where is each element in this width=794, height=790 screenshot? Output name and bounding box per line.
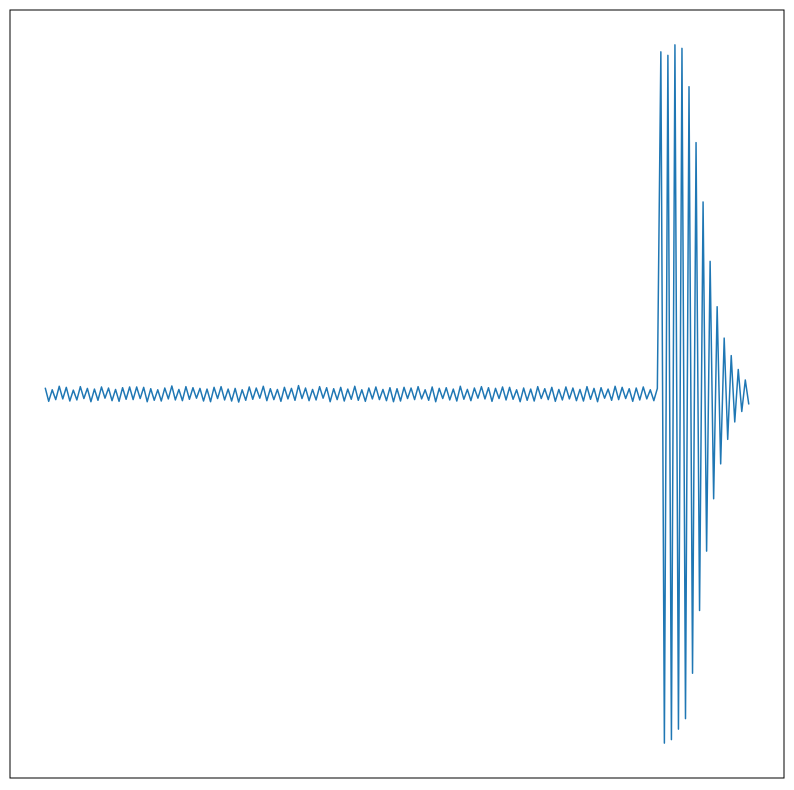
axes-frame	[9, 9, 785, 779]
waveform-line	[44, 44, 750, 744]
